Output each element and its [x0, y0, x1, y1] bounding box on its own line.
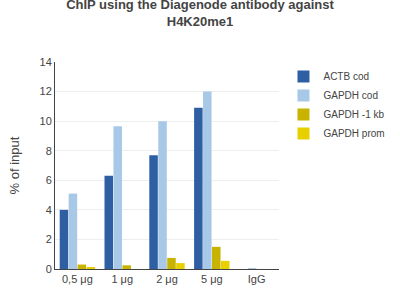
svg-text:GAPDH prom: GAPDH prom [323, 128, 384, 139]
svg-text:GAPDH cod: GAPDH cod [323, 90, 377, 101]
svg-text:1 μg: 1 μg [111, 273, 133, 285]
svg-text:12: 12 [40, 85, 52, 97]
svg-text:14: 14 [40, 56, 52, 68]
svg-text:ChIP using the Diagenode antib: ChIP using the Diagenode antibody agains… [66, 0, 334, 29]
svg-text:GAPDH -1 kb: GAPDH -1 kb [323, 109, 384, 120]
svg-text:% of input: % of input [7, 136, 22, 194]
svg-text:6: 6 [46, 174, 52, 186]
svg-text:0: 0 [46, 263, 52, 275]
svg-text:5 μg: 5 μg [201, 273, 223, 285]
svg-text:0,5 μg: 0,5 μg [62, 273, 93, 285]
svg-text:2: 2 [46, 233, 52, 245]
svg-text:10: 10 [40, 115, 52, 127]
svg-text:ACTB cod: ACTB cod [323, 71, 369, 82]
svg-text:8: 8 [46, 145, 52, 157]
svg-text:IgG: IgG [248, 273, 266, 285]
svg-text:4: 4 [46, 204, 52, 216]
svg-text:2 μg: 2 μg [156, 273, 178, 285]
